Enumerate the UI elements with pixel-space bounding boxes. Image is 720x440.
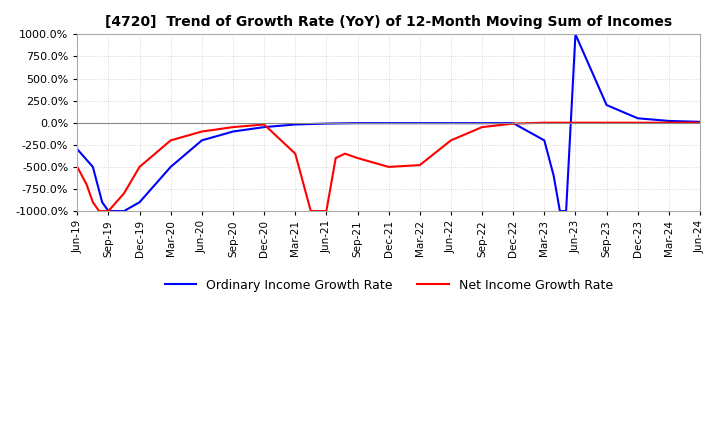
Ordinary Income Growth Rate: [556, 209, 564, 214]
Ordinary Income Growth Rate: [291, 122, 300, 127]
Net Income Growth Rate: [602, 120, 611, 125]
Ordinary Income Growth Rate: [104, 209, 113, 214]
Line: Net Income Growth Rate: Net Income Growth Rate: [77, 123, 700, 211]
Net Income Growth Rate: [135, 164, 144, 169]
Net Income Growth Rate: [509, 121, 518, 126]
Ordinary Income Growth Rate: [135, 200, 144, 205]
Net Income Growth Rate: [95, 209, 104, 214]
Net Income Growth Rate: [478, 125, 487, 130]
Net Income Growth Rate: [307, 209, 315, 214]
Net Income Growth Rate: [665, 120, 673, 125]
Net Income Growth Rate: [197, 129, 206, 134]
Ordinary Income Growth Rate: [478, 121, 487, 126]
Net Income Growth Rate: [540, 120, 549, 125]
Ordinary Income Growth Rate: [602, 103, 611, 108]
Legend: Ordinary Income Growth Rate, Net Income Growth Rate: Ordinary Income Growth Rate, Net Income …: [160, 274, 618, 297]
Ordinary Income Growth Rate: [98, 200, 107, 205]
Ordinary Income Growth Rate: [634, 116, 642, 121]
Ordinary Income Growth Rate: [322, 121, 330, 126]
Net Income Growth Rate: [89, 200, 97, 205]
Net Income Growth Rate: [291, 151, 300, 156]
Ordinary Income Growth Rate: [549, 173, 558, 178]
Ordinary Income Growth Rate: [562, 209, 570, 214]
Ordinary Income Growth Rate: [166, 164, 175, 169]
Ordinary Income Growth Rate: [415, 121, 424, 126]
Net Income Growth Rate: [120, 191, 128, 196]
Ordinary Income Growth Rate: [89, 164, 97, 169]
Line: Ordinary Income Growth Rate: Ordinary Income Growth Rate: [77, 34, 700, 211]
Net Income Growth Rate: [354, 155, 362, 161]
Ordinary Income Growth Rate: [509, 121, 518, 126]
Net Income Growth Rate: [322, 209, 330, 214]
Net Income Growth Rate: [415, 162, 424, 168]
Net Income Growth Rate: [229, 125, 238, 130]
Net Income Growth Rate: [446, 138, 455, 143]
Ordinary Income Growth Rate: [446, 121, 455, 126]
Ordinary Income Growth Rate: [696, 119, 704, 125]
Net Income Growth Rate: [571, 120, 580, 125]
Net Income Growth Rate: [166, 138, 175, 143]
Net Income Growth Rate: [384, 164, 393, 169]
Ordinary Income Growth Rate: [260, 125, 269, 130]
Net Income Growth Rate: [260, 122, 269, 127]
Net Income Growth Rate: [104, 209, 113, 214]
Net Income Growth Rate: [341, 151, 349, 156]
Ordinary Income Growth Rate: [384, 121, 393, 126]
Ordinary Income Growth Rate: [665, 118, 673, 124]
Net Income Growth Rate: [82, 182, 91, 187]
Net Income Growth Rate: [634, 120, 642, 125]
Net Income Growth Rate: [331, 155, 340, 161]
Title: [4720]  Trend of Growth Rate (YoY) of 12-Month Moving Sum of Incomes: [4720] Trend of Growth Rate (YoY) of 12-…: [105, 15, 672, 29]
Net Income Growth Rate: [73, 164, 81, 169]
Ordinary Income Growth Rate: [120, 209, 128, 214]
Ordinary Income Growth Rate: [571, 32, 580, 37]
Ordinary Income Growth Rate: [229, 129, 238, 134]
Net Income Growth Rate: [696, 120, 704, 125]
Ordinary Income Growth Rate: [93, 182, 102, 187]
Ordinary Income Growth Rate: [354, 121, 362, 126]
Ordinary Income Growth Rate: [540, 138, 549, 143]
Ordinary Income Growth Rate: [73, 147, 81, 152]
Ordinary Income Growth Rate: [197, 138, 206, 143]
